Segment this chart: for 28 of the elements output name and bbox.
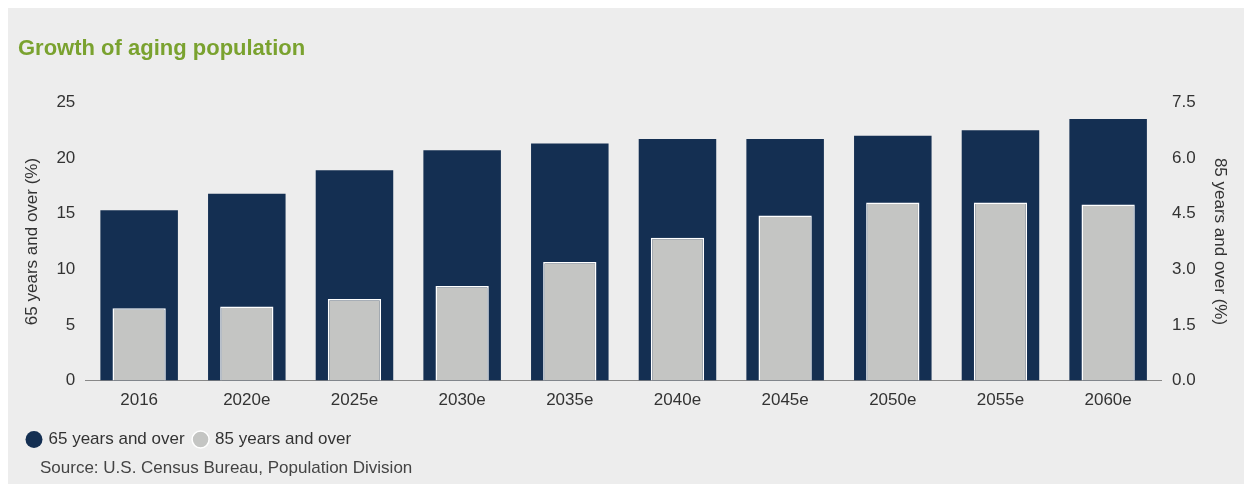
y2-tick-label: 4.5 <box>1171 203 1196 223</box>
x-tick-label: 2016 <box>120 390 159 410</box>
x-tick-label: 2040e <box>653 390 702 410</box>
y2-tick-label: 0.0 <box>1171 370 1196 390</box>
y2-tick-label: 1.5 <box>1171 314 1196 334</box>
y-axis-title: 65 years and over (%) <box>21 157 41 326</box>
source-note: Source: U.S. Census Bureau, Population Division <box>39 458 414 479</box>
y-tick-label: 0 <box>65 370 76 390</box>
x-tick-label: 2025e <box>330 390 379 410</box>
y-tick-label: 15 <box>56 203 76 223</box>
x-tick-label: 2045e <box>761 390 809 410</box>
y-tick-label: 5 <box>65 314 76 334</box>
x-tick-label: 2020e <box>223 390 271 410</box>
x-tick-label: 2050e <box>869 390 917 410</box>
chart-title: Growth of aging population <box>18 35 306 61</box>
y-tick-label: 25 <box>56 92 76 112</box>
y2-tick-label: 7.5 <box>1171 92 1196 112</box>
legend-label: 85 years and over <box>215 429 352 449</box>
x-tick-label: 2060e <box>1084 390 1132 410</box>
legend-label: 65 years and over <box>48 429 185 449</box>
y2-tick-label: 3.0 <box>1171 259 1196 279</box>
x-tick-label: 2035e <box>546 390 594 410</box>
x-tick-label: 2030e <box>438 390 486 410</box>
y-tick-label: 10 <box>56 259 76 279</box>
y2-tick-label: 6.0 <box>1171 147 1196 167</box>
y-tick-label: 20 <box>56 147 76 167</box>
x-tick-label: 2055e <box>976 390 1025 410</box>
y2-axis-title: 85 years and over (%) <box>1211 157 1231 326</box>
